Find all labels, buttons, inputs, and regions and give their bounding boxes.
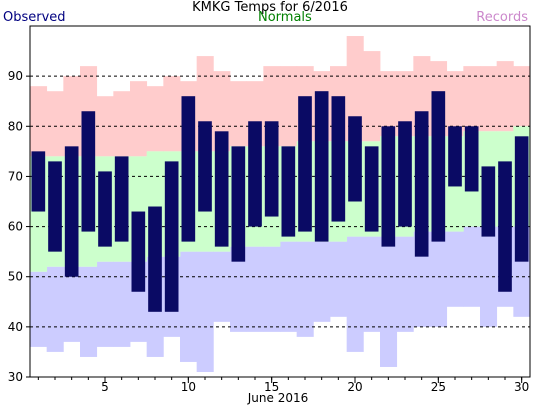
axes: 30 40 50 60 70 80 90 5 10 15 20 25 30 <box>8 69 530 394</box>
record-low-band <box>296 241 314 337</box>
record-low-band <box>63 266 81 342</box>
observed-bar <box>48 161 62 252</box>
x-tick-label: 20 <box>347 380 362 394</box>
plot-frame <box>29 25 531 378</box>
observed-bar <box>381 126 396 247</box>
observed-bar <box>298 96 312 232</box>
observed-bar <box>464 126 479 192</box>
record-high-band <box>163 76 181 152</box>
observed-bar <box>181 96 196 242</box>
record-low-band <box>280 241 298 332</box>
observed-bar <box>31 151 46 212</box>
observed-bar <box>448 126 462 187</box>
y-tick-label: 30 <box>8 370 23 384</box>
record-low-band <box>80 266 98 357</box>
legend-observed: Observed <box>3 10 66 25</box>
record-low-band <box>230 246 248 332</box>
record-high-band <box>30 86 48 157</box>
record-low-band <box>313 241 331 322</box>
y-tick-label: 60 <box>8 220 23 234</box>
record-high-band <box>363 51 381 142</box>
observed-bar <box>314 91 329 242</box>
record-low-band <box>180 251 198 362</box>
gridlines <box>30 75 530 328</box>
record-low-band <box>363 236 381 332</box>
record-high-band <box>113 91 131 157</box>
observed-bar <box>398 121 412 227</box>
record-low-band <box>213 251 231 322</box>
record-high-band <box>63 76 81 157</box>
observed-bar <box>198 121 212 212</box>
observed-bar <box>214 131 229 247</box>
x-tick-label: 10 <box>181 380 196 394</box>
y-tick-label: 40 <box>8 320 23 334</box>
observed-bar <box>431 91 446 242</box>
record-low-band <box>263 246 281 332</box>
record-low-band <box>380 236 398 367</box>
record-low-band <box>46 266 64 352</box>
record-low-band <box>463 226 481 307</box>
legend-records: Records <box>476 10 528 25</box>
observed-bar <box>264 121 279 217</box>
record-high-band <box>513 66 531 127</box>
x-tick-label: 5 <box>101 380 109 394</box>
record-low-band <box>246 246 264 332</box>
record-high-band <box>96 96 114 157</box>
observed-bar <box>98 171 112 247</box>
observed-bar <box>281 146 296 237</box>
x-tick-label: 30 <box>514 380 529 394</box>
y-tick-label: 90 <box>8 69 23 83</box>
record-high-band <box>280 66 298 147</box>
observed-bar <box>514 136 529 262</box>
record-high-band <box>480 66 498 132</box>
record-low-band <box>430 231 448 327</box>
observed-bar <box>148 206 162 312</box>
observed-bar <box>498 161 512 292</box>
record-high-band <box>380 71 398 137</box>
legend-normals: Normals <box>258 10 312 25</box>
observed-bar <box>164 161 179 312</box>
record-high-band <box>396 71 414 137</box>
record-low-band <box>346 236 364 352</box>
record-high-band <box>130 81 148 157</box>
observed-bar <box>348 116 362 202</box>
observed-bar <box>64 146 79 277</box>
observed-bar <box>481 166 496 237</box>
x-tick-label: 25 <box>431 380 446 394</box>
observed-bar <box>248 121 262 227</box>
y-tick-label: 80 <box>8 119 23 133</box>
record-low-band <box>30 271 48 347</box>
observed-bar <box>331 96 346 222</box>
record-high-band <box>446 71 464 137</box>
y-tick-label: 50 <box>8 270 23 284</box>
record-high-band <box>463 66 481 132</box>
record-low-band <box>396 236 414 332</box>
observed-bar <box>364 146 379 232</box>
record-low-band <box>446 231 464 307</box>
observed-bar <box>131 211 146 292</box>
record-low-band <box>96 261 114 347</box>
record-high-band <box>496 61 514 132</box>
record-low-band <box>113 261 131 347</box>
chart-title: KMKG Temps for 6/2016 <box>192 0 348 15</box>
y-tick-label: 70 <box>8 169 23 183</box>
observed-bar <box>114 156 129 242</box>
record-high-band <box>230 81 248 147</box>
record-low-band <box>196 251 214 372</box>
record-high-band <box>346 36 364 142</box>
observed-bar <box>81 111 96 232</box>
x-axis-label: June 2016 <box>247 391 309 405</box>
observed-bars <box>31 91 529 312</box>
record-high-band <box>46 91 64 157</box>
record-high-band <box>146 86 164 152</box>
observed-bar <box>231 146 246 262</box>
x-tick-label: 15 <box>264 380 279 394</box>
observed-bar <box>414 111 429 257</box>
record-low-band <box>330 241 348 317</box>
